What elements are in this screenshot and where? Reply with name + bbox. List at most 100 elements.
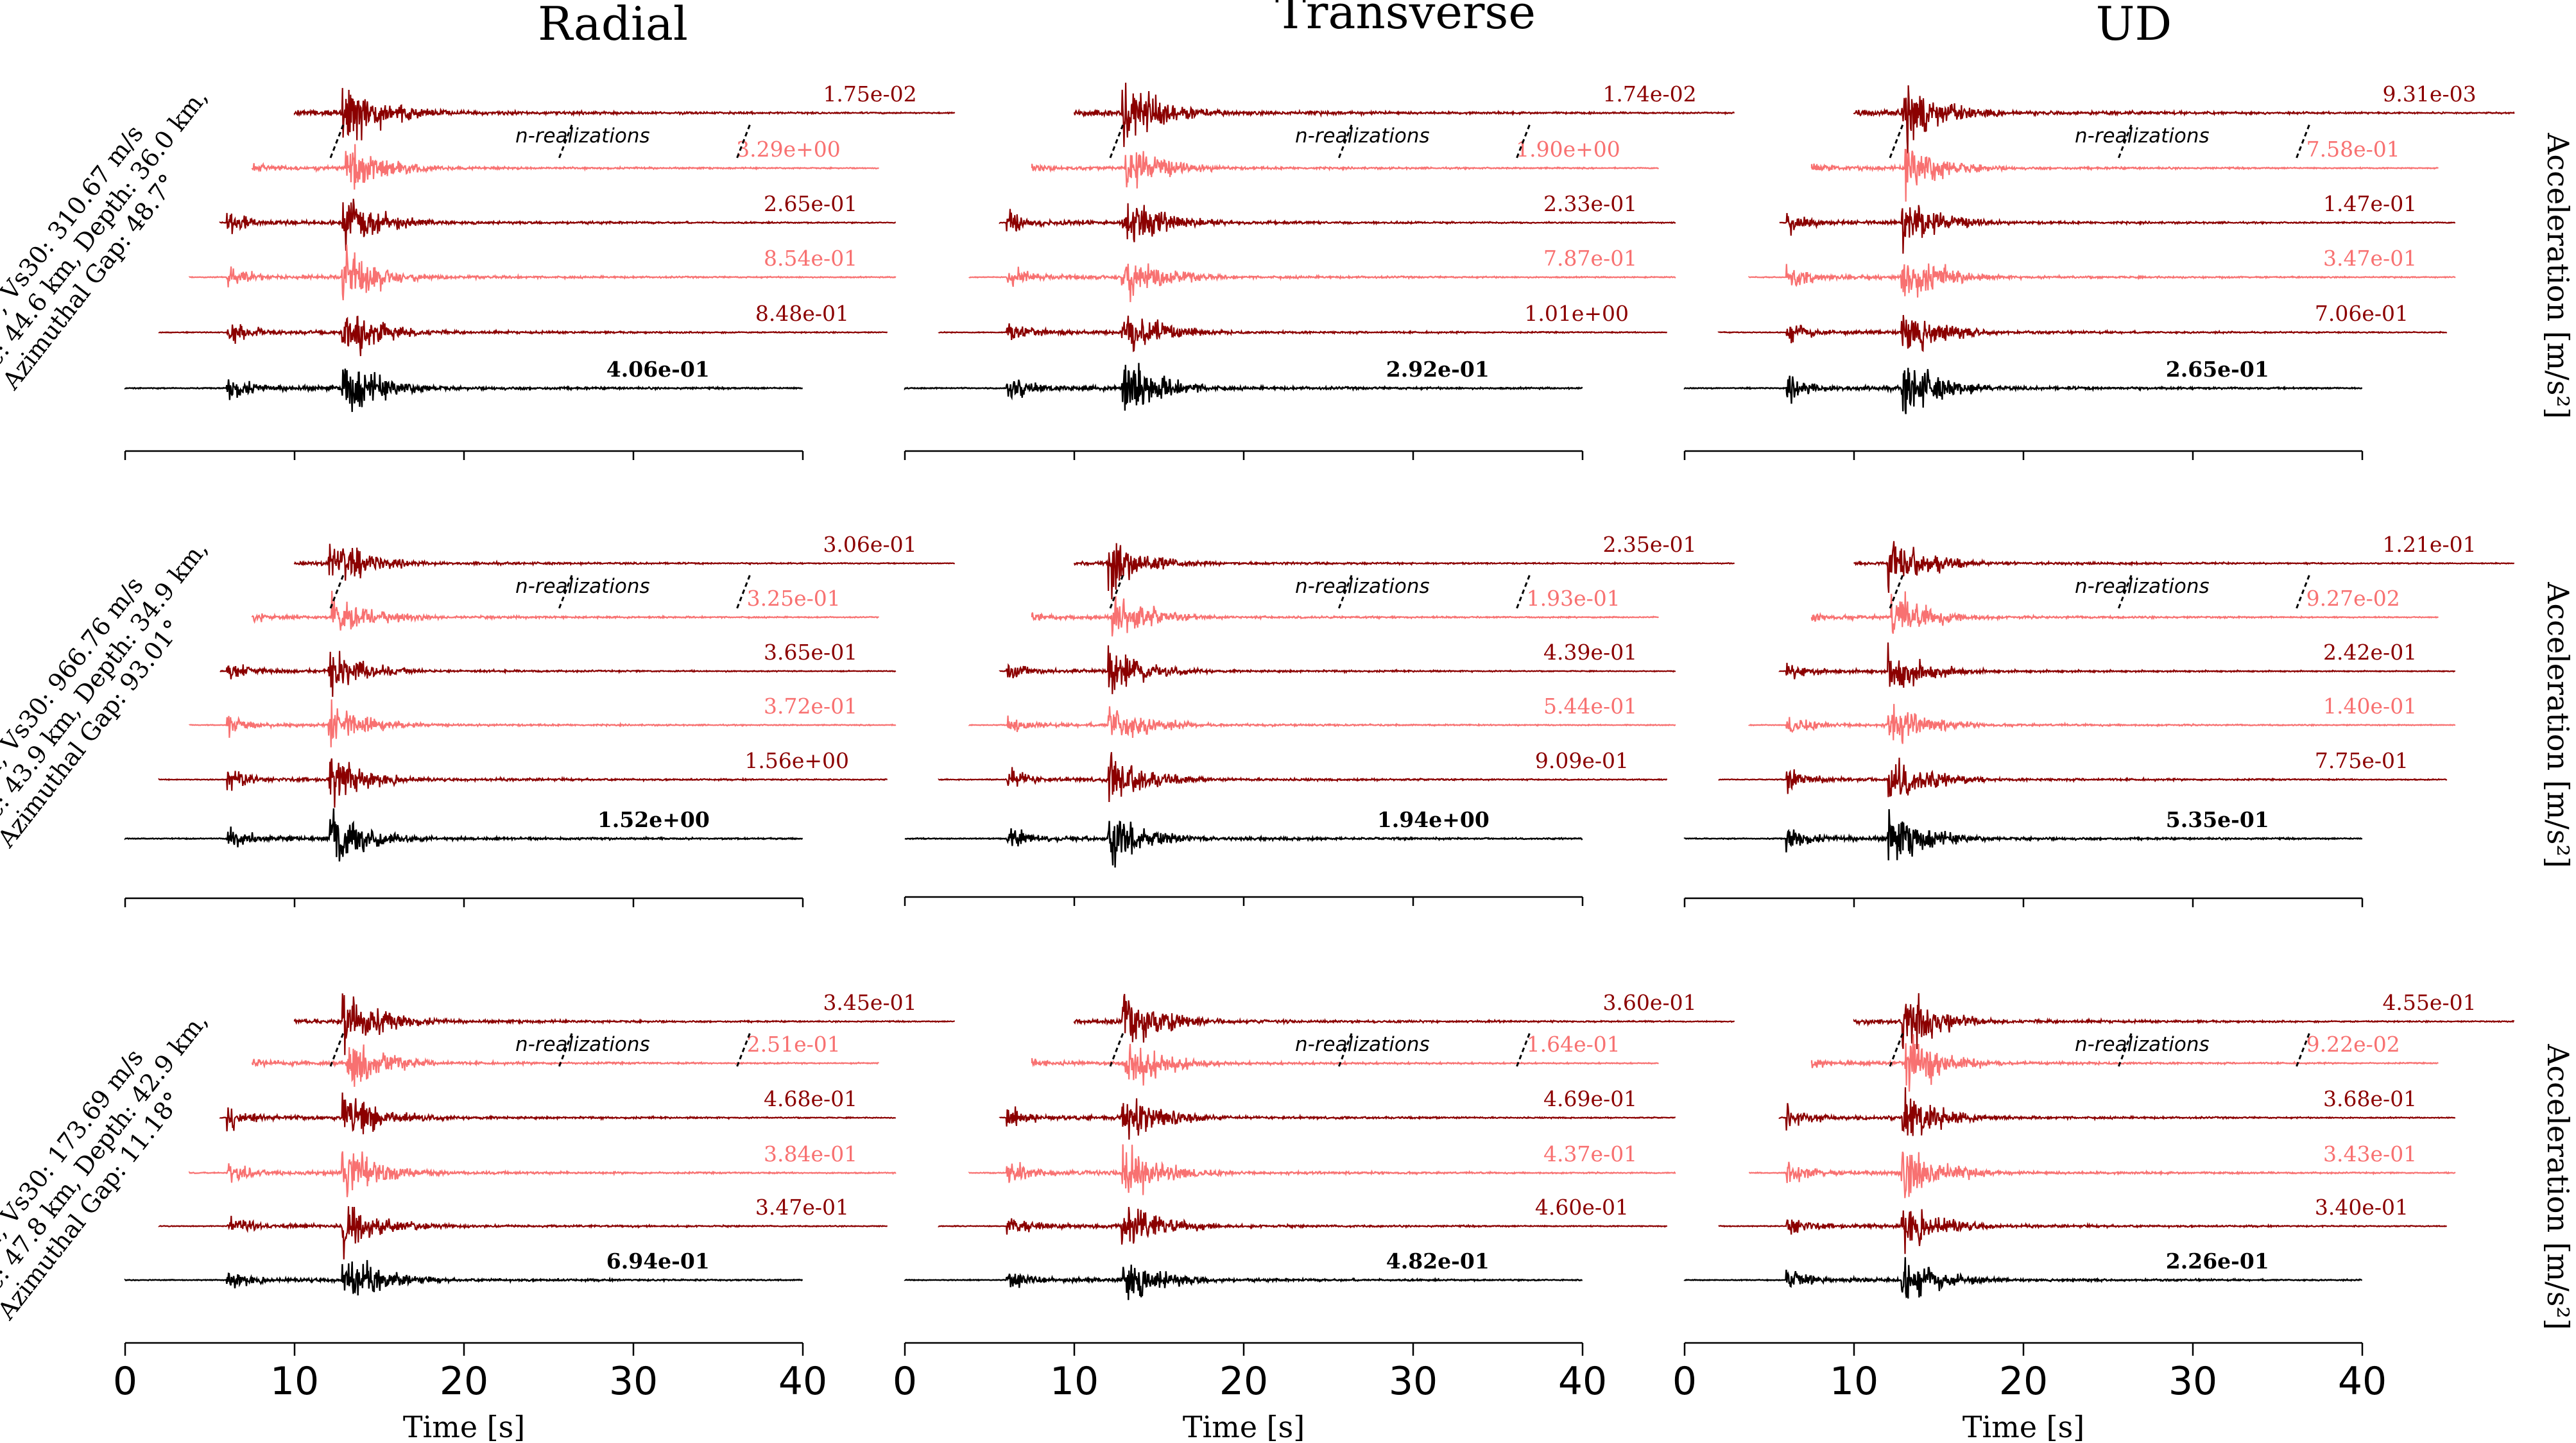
- peak-amplitude-label: 3.84e-01: [764, 1141, 857, 1166]
- peak-amplitude-label: 1.52e+00: [597, 807, 710, 832]
- realization-dash-mark: [2117, 124, 2133, 158]
- realization-dash-mark: [2296, 1032, 2311, 1067]
- realization-dash-mark: [1889, 124, 1904, 158]
- row-2-event-label: M 5.4, Vs30: 966.76 m/sDistance: 43.9 km…: [0, 517, 236, 914]
- row-2: M 5.4, Vs30: 966.76 m/sDistance: 43.9 km…: [0, 517, 2515, 914]
- y-axis-label-row-2: Acceleration [m/s²]: [2541, 581, 2575, 868]
- x-axis-radial: 0 10 20 30 40 Time [s]: [113, 1342, 827, 1443]
- panel-radial-row-2: 3.06e-01 3.25e-01 3.65e-01 3.72e-01 1.56e+00…: [124, 532, 956, 907]
- x-tick-label: 0: [113, 1359, 137, 1404]
- trace-realization-5: [938, 315, 1667, 352]
- realization-dash-mark: [1516, 1032, 1531, 1067]
- peak-amplitude-label: 2.51e-01: [747, 1032, 841, 1057]
- x-tick-label: 20: [1219, 1359, 1268, 1404]
- peak-amplitude-label: 9.27e-02: [2306, 586, 2400, 611]
- realization-dash-mark: [1337, 574, 1353, 609]
- peak-amplitude-label: 9.22e-02: [2306, 1032, 2400, 1057]
- trace-realization-1: [293, 993, 956, 1055]
- trace-realization-4: [189, 699, 897, 747]
- trace-realization-2: [1810, 1034, 2439, 1092]
- n-realizations-annotation: n-realizations: [515, 575, 650, 598]
- panel-transverse-row-1: 1.74e-02 1.90e+00 2.33e-01 7.87e-01 1.01e+00…: [904, 81, 1735, 460]
- trace-observed: [124, 808, 803, 862]
- row-3-event-label: M 5.2, Vs30: 173.69 m/sDistance: 47.8 km…: [0, 989, 236, 1387]
- x-axes: 0 10 20 30 40 Time [s] 0 10 20 30 40 Time [s] 0 10 20 3…: [113, 1342, 2387, 1443]
- x-tick-label: 30: [1389, 1359, 1438, 1404]
- peak-amplitude-label: 2.42e-01: [2323, 640, 2417, 665]
- x-tick-label: 30: [609, 1359, 658, 1404]
- n-realizations-annotation: n-realizations: [515, 124, 650, 148]
- peak-amplitude-label: 1.64e-01: [1527, 1032, 1620, 1057]
- trace-realization-1: [293, 543, 956, 581]
- peak-amplitude-label: 4.06e-01: [606, 357, 710, 382]
- trace-realization-5: [1717, 314, 2448, 352]
- peak-amplitude-label: 1.75e-02: [823, 81, 916, 107]
- row-1: M 5.6, Vs30: 310.67 m/sDistance: 44.6 km…: [0, 81, 2515, 460]
- peak-amplitude-label: 2.92e-01: [1386, 357, 1490, 382]
- peak-amplitude-label: 8.54e-01: [764, 246, 857, 271]
- peak-amplitude-label: 3.68e-01: [2323, 1086, 2417, 1111]
- x-axis-transverse: 0 10 20 30 40 Time [s]: [893, 1342, 1607, 1443]
- trace-realization-3: [999, 1098, 1676, 1140]
- y-axis-labels: Acceleration [m/s²] Acceleration [m/s²] Ac…: [2541, 132, 2575, 1330]
- trace-observed: [904, 363, 1583, 411]
- panel-radial-row-3: 3.45e-01 2.51e-01 4.68e-01 3.84e-01 3.47e-01…: [124, 990, 956, 1296]
- n-realizations-annotation: n-realizations: [1295, 575, 1430, 598]
- trace-realization-3: [1779, 205, 2456, 254]
- peak-amplitude-label: 3.65e-01: [764, 640, 857, 665]
- peak-amplitude-label: 5.44e-01: [1543, 694, 1637, 719]
- panel-ud-row-2: 1.21e-01 9.27e-02 2.42e-01 1.40e-01 7.75e-01…: [1683, 532, 2515, 907]
- trace-realization-5: [1718, 757, 2448, 798]
- peak-amplitude-label: 3.43e-01: [2323, 1141, 2417, 1166]
- trace-realization-1: [1853, 541, 2515, 593]
- peak-amplitude-label: 7.58e-01: [2306, 137, 2400, 162]
- realization-dash-mark: [1109, 1032, 1124, 1067]
- trace-observed: [1683, 809, 2363, 860]
- peak-amplitude-label: 4.37e-01: [1543, 1141, 1637, 1166]
- realization-dash-mark: [2296, 574, 2311, 609]
- trace-realization-3: [999, 645, 1676, 694]
- realization-dash-mark: [1516, 574, 1531, 609]
- trace-observed: [124, 1259, 803, 1296]
- trace-realization-2: [1031, 151, 1660, 189]
- trace-realization-1: [1853, 85, 2515, 154]
- peak-amplitude-label: 1.40e-01: [2323, 694, 2417, 719]
- n-realizations-annotation: n-realizations: [515, 1033, 650, 1056]
- x-tick-label: 20: [1999, 1359, 2048, 1404]
- trace-realization-4: [1748, 1151, 2456, 1199]
- n-realizations-annotation: n-realizations: [2075, 1033, 2210, 1056]
- n-realizations-annotation: n-realizations: [2075, 575, 2210, 598]
- peak-amplitude-label: 7.06e-01: [2315, 301, 2409, 326]
- peak-amplitude-label: 3.45e-01: [823, 990, 916, 1015]
- trace-observed: [1683, 368, 2363, 414]
- peak-amplitude-label: 5.35e-01: [2166, 807, 2269, 832]
- realization-dash-mark: [329, 574, 345, 609]
- trace-realization-1: [1073, 82, 1735, 148]
- x-axis-label: Time [s]: [403, 1410, 525, 1443]
- peak-amplitude-label: 2.35e-01: [1602, 532, 1696, 557]
- peak-amplitude-label: 4.69e-01: [1543, 1086, 1637, 1111]
- peak-amplitude-label: 3.47e-01: [755, 1195, 849, 1220]
- x-tick-label: 10: [1050, 1359, 1099, 1404]
- x-axis-label: Time [s]: [1962, 1410, 2084, 1443]
- peak-amplitude-label: 1.90e+00: [1516, 137, 1620, 162]
- peak-amplitude-label: 9.31e-03: [2382, 81, 2476, 107]
- x-tick-label: 40: [1558, 1359, 1607, 1404]
- trace-realization-2: [251, 144, 879, 190]
- realization-dash-mark: [1337, 1032, 1353, 1067]
- trace-realization-4: [968, 706, 1676, 739]
- x-tick-label: 0: [893, 1359, 917, 1404]
- panel-radial-row-1: 1.75e-02 3.29e+00 2.65e-01 8.54e-01 8.48e-01…: [124, 81, 956, 460]
- trace-realization-4: [968, 263, 1676, 302]
- trace-realization-4: [189, 244, 897, 301]
- peak-amplitude-label: 1.74e-02: [1602, 81, 1696, 107]
- realization-dash-mark: [1109, 124, 1124, 158]
- figure-rows: M 5.6, Vs30: 310.67 m/sDistance: 44.6 km…: [0, 81, 2515, 1387]
- peak-amplitude-label: 3.72e-01: [764, 694, 857, 719]
- peak-amplitude-label: 2.65e-01: [764, 191, 857, 216]
- trace-realization-5: [158, 1206, 888, 1259]
- trace-realization-2: [251, 1044, 879, 1087]
- trace-realization-3: [219, 198, 896, 251]
- x-tick-label: 0: [1672, 1359, 1697, 1404]
